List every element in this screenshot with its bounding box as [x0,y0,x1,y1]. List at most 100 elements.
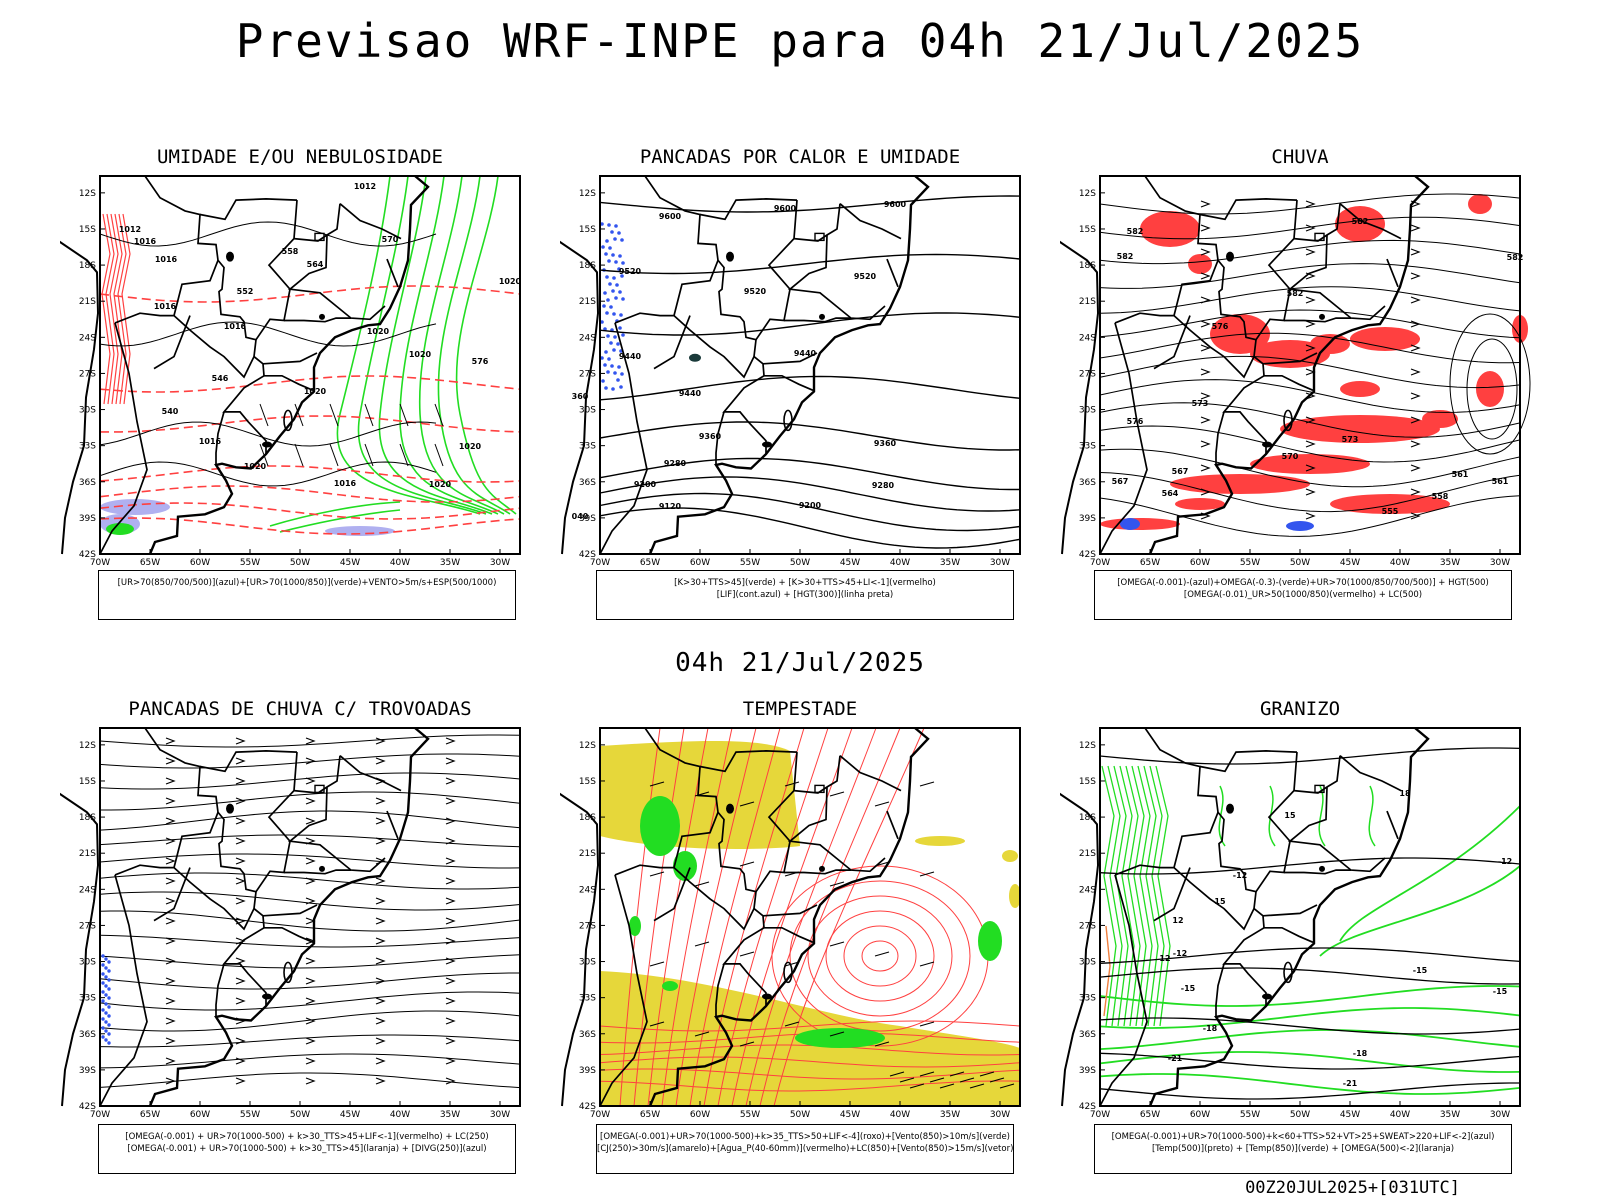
lat-tick-label: 27S [579,921,596,931]
temp850-contour [1099,1073,1521,1095]
lon-tick-label: 40W [1390,1110,1410,1120]
lon-tick-label: 55W [740,1110,760,1120]
divergence-stipple [104,975,108,979]
lon-tick-label: 60W [190,558,210,568]
wind-vector [874,951,890,957]
flow-arrowhead [235,817,246,825]
country-border [144,727,257,909]
contour-label: 552 [237,287,254,296]
wind-vector [364,443,374,467]
map-pancadas-calor: 9600 9600 9600 9520 9520 9520 9440 9440 9440 9360… [560,175,1021,568]
lif-stipple [609,341,613,345]
green-contour [269,501,401,527]
lat-tick-label: 15S [1079,225,1096,235]
lat-tick-label: 24S [579,885,596,895]
temp500-contour [1099,747,1521,765]
green-contour [399,175,499,515]
coastline [648,175,930,555]
lat-tick-label: 33S [1079,994,1096,1004]
flow-arrowhead [1200,320,1211,328]
contour-label: 9600 [884,200,907,209]
lat-tick-label: 18S [579,261,596,271]
legend-line: [OMEGA(-0.001) + UR>70(1000-500) + k>30_… [127,1144,487,1154]
lif-stipple [621,333,625,337]
lif-stipple [603,291,607,295]
country-border [762,904,818,917]
divergence-stipple [104,1002,108,1006]
flow-arrowhead [235,857,246,865]
contour-label: 12 [1159,954,1170,963]
country-border [784,317,851,323]
legend-line: [UR>70(850/700/500)](azul)+[UR>70(1000/8… [117,578,497,588]
wind-vector [829,941,845,947]
country-border [144,175,257,357]
divergence-stipple [104,966,108,970]
lif-stipple [611,387,615,391]
lat-tick-label: 30S [79,406,96,416]
flow-arrowhead [375,797,386,805]
contour-label: 15 [1214,897,1226,906]
hgt300-contour [599,476,1021,512]
wind-vector [919,1071,935,1077]
lon-tick-label: 70W [90,558,110,568]
lon-tick-label: 30W [490,1110,510,1120]
country-border [99,874,148,1107]
hgt500-streamline [1099,309,1521,339]
divergence-stipple [104,1011,108,1015]
country-border [287,786,386,873]
wind-vector [329,443,339,467]
contour-label: 9360 [699,432,722,441]
rain-area [1140,211,1200,247]
country-border [1264,926,1314,944]
lon-tick-label: 70W [90,1110,110,1120]
contour-label: 040 [572,512,589,521]
wind-vector [739,951,755,957]
lat-tick-label: 33S [1079,442,1096,452]
lon-tick-label: 35W [940,1110,960,1120]
lat-tick-label: 12S [79,741,96,751]
lat-tick-label: 15S [1079,777,1096,787]
flow-arrowhead [1410,416,1421,424]
pantanal-marker [726,251,734,262]
hgt500-streamline [1099,193,1521,215]
wind-vector [969,1083,985,1089]
wind-vector [874,801,890,807]
lat-tick-label: 39S [1079,1066,1096,1076]
lif-stipple [604,252,608,256]
flow-arrowhead [165,1017,176,1025]
geo-layer [1060,175,1430,555]
lat-tick-label: 12S [79,189,96,199]
country-border [1339,755,1402,792]
contour-label: 9440 [679,389,702,398]
divergence-stipple [101,1008,105,1012]
reservoir-marker [1319,313,1325,320]
divergence-stipple [104,1038,108,1042]
wind-vector [829,881,845,887]
panel-title: PANCADAS POR CALOR E UMIDADE [639,146,961,168]
country-border [1153,867,1191,922]
flow-arrowhead [305,777,316,785]
divergence-stipple [104,957,108,961]
flow-arrowhead [1200,344,1211,352]
hgt300-contour [599,457,1020,491]
flow-arrowhead [235,837,246,845]
lat-tick-label: 18S [1079,261,1096,271]
lon-tick-label: 60W [690,1110,710,1120]
lon-tick-label: 60W [690,558,710,568]
lif-stipple [618,254,622,258]
flow-arrowhead [305,797,316,805]
country-border [114,811,219,876]
legend-line: [Temp(500)](preto) + [Temp(850)](verde) … [1151,1144,1455,1154]
lon-tick-label: 70W [590,558,610,568]
contour-label: 564 [1162,489,1179,498]
lat-tick-label: 15S [79,777,96,787]
lif-stipple [608,246,612,250]
west-coastline [60,240,100,555]
lif-stipple [607,259,611,263]
lc250-streamline [99,972,520,990]
lc850-circulation [825,910,935,1002]
rain-area [1468,194,1492,214]
country-border [1114,811,1219,876]
